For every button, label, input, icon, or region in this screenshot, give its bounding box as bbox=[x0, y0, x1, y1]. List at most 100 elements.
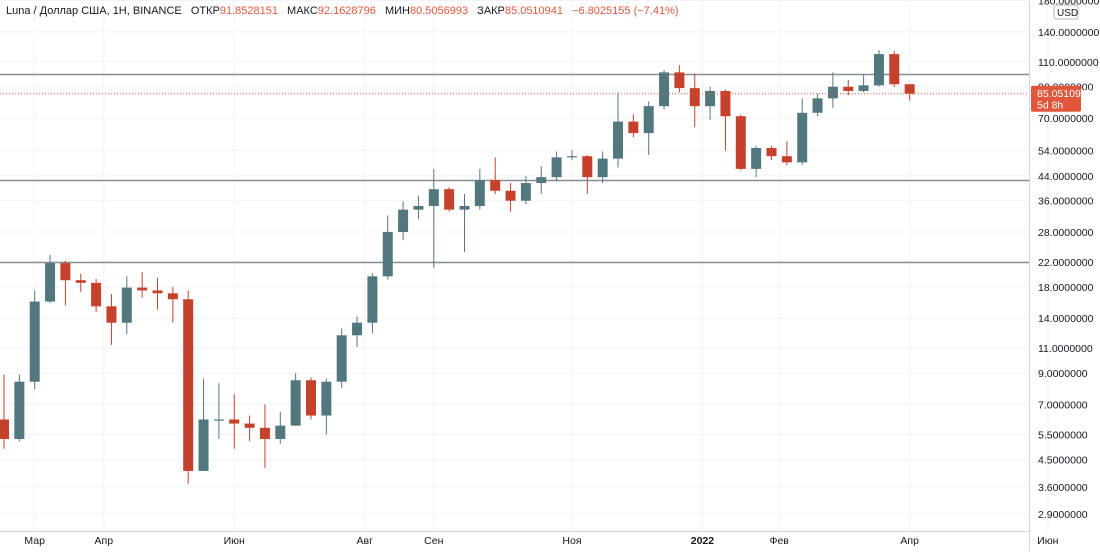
grid bbox=[0, 0, 1049, 531]
candle[interactable] bbox=[720, 89, 731, 151]
candle[interactable] bbox=[566, 150, 577, 160]
currency-button-group[interactable]: USD bbox=[1053, 4, 1079, 20]
candle[interactable] bbox=[413, 195, 424, 220]
candle-body bbox=[152, 290, 163, 294]
candle[interactable] bbox=[275, 411, 286, 444]
price-axis[interactable]: 180.0000000140.0000000110.000000090.0000… bbox=[1029, 0, 1100, 551]
last-price-badge bbox=[1031, 85, 1081, 112]
candle[interactable] bbox=[735, 114, 746, 171]
candle[interactable] bbox=[29, 290, 40, 390]
candle[interactable] bbox=[843, 80, 854, 96]
candle[interactable] bbox=[505, 183, 516, 212]
candle-body bbox=[613, 121, 623, 159]
candle-body bbox=[505, 190, 516, 201]
candle[interactable] bbox=[628, 114, 639, 138]
candle[interactable] bbox=[0, 374, 9, 449]
candle[interactable] bbox=[659, 69, 670, 110]
price-badge-group: 85.0510941 5d 8h bbox=[1031, 85, 1093, 112]
y-tick-label: 2.9000000 bbox=[1038, 509, 1088, 521]
candle[interactable] bbox=[306, 377, 316, 420]
currency-label[interactable]: USD bbox=[1057, 8, 1078, 19]
candle[interactable] bbox=[582, 154, 593, 194]
candle[interactable] bbox=[106, 294, 117, 345]
candle-body bbox=[0, 419, 9, 439]
candle-body bbox=[75, 280, 86, 283]
candle[interactable] bbox=[367, 273, 378, 334]
candle[interactable] bbox=[198, 378, 209, 471]
candle[interactable] bbox=[766, 145, 777, 160]
candle[interactable] bbox=[428, 168, 439, 268]
candle[interactable] bbox=[336, 328, 347, 388]
candle[interactable] bbox=[290, 373, 301, 426]
candles[interactable] bbox=[0, 49, 915, 484]
candle-body bbox=[60, 263, 71, 281]
candle-body bbox=[413, 206, 424, 210]
candle[interactable] bbox=[213, 383, 224, 439]
candle[interactable] bbox=[827, 72, 838, 108]
candle-body bbox=[873, 54, 884, 86]
candle[interactable] bbox=[75, 273, 86, 292]
candle[interactable] bbox=[321, 378, 332, 435]
high-label: МАКС bbox=[287, 5, 318, 17]
candle[interactable] bbox=[705, 86, 716, 120]
candle[interactable] bbox=[873, 49, 884, 87]
candle-body bbox=[444, 189, 455, 210]
candle[interactable] bbox=[183, 290, 194, 484]
candle[interactable] bbox=[812, 93, 823, 117]
candle[interactable] bbox=[781, 141, 792, 165]
candle[interactable] bbox=[858, 74, 869, 93]
candle[interactable] bbox=[352, 316, 363, 348]
candle[interactable] bbox=[137, 271, 148, 298]
chart-legend: Luna / Доллар США, 1Н, BINANCE ОТКР91.85… bbox=[6, 5, 685, 17]
candle-body bbox=[643, 106, 654, 134]
candle-body bbox=[244, 423, 255, 428]
candle[interactable] bbox=[91, 278, 102, 313]
candle-body bbox=[536, 177, 547, 184]
candle[interactable] bbox=[474, 168, 485, 210]
candle-body bbox=[797, 112, 808, 163]
candle[interactable] bbox=[751, 145, 762, 178]
candle[interactable] bbox=[444, 187, 455, 212]
candle-body bbox=[843, 86, 854, 91]
candle-body bbox=[382, 231, 393, 277]
candle[interactable] bbox=[643, 101, 654, 155]
time-axis[interactable]: Мар Апр Июн Авг Сен Ноя 2022 Фев Апр Июн bbox=[0, 531, 1059, 548]
candle-body bbox=[751, 147, 762, 169]
candle-body bbox=[904, 84, 915, 94]
candle[interactable] bbox=[121, 276, 132, 335]
open-value: 91.8528151 bbox=[219, 5, 278, 17]
candle[interactable] bbox=[382, 215, 393, 280]
candle[interactable] bbox=[259, 404, 270, 468]
candle[interactable] bbox=[674, 65, 685, 93]
candle[interactable] bbox=[551, 151, 562, 182]
candle[interactable] bbox=[60, 260, 71, 306]
close-value: 85.0510941 bbox=[504, 5, 564, 17]
candle[interactable] bbox=[536, 166, 547, 194]
candle[interactable] bbox=[689, 73, 700, 128]
candle[interactable] bbox=[45, 254, 56, 304]
x-tick-label: Июн bbox=[224, 535, 245, 547]
y-tick-label: 110.0000000 bbox=[1038, 57, 1099, 69]
candle[interactable] bbox=[244, 415, 255, 442]
candle-body bbox=[336, 335, 347, 382]
candle[interactable] bbox=[459, 193, 470, 253]
candle[interactable] bbox=[167, 286, 178, 323]
candle[interactable] bbox=[904, 83, 915, 101]
candle[interactable] bbox=[14, 374, 25, 442]
candle[interactable] bbox=[889, 50, 900, 87]
candle[interactable] bbox=[613, 92, 623, 168]
candle-body bbox=[674, 72, 685, 89]
candle[interactable] bbox=[490, 157, 501, 194]
x-tick-label: Ноя bbox=[562, 535, 581, 547]
candle[interactable] bbox=[520, 175, 531, 205]
change-value: −6.8025155 (−7.41%) bbox=[572, 5, 679, 17]
candle[interactable] bbox=[597, 151, 608, 184]
currency-button[interactable] bbox=[1053, 4, 1079, 20]
x-tick-label: Мар bbox=[24, 535, 45, 547]
candle[interactable] bbox=[797, 98, 808, 165]
candle[interactable] bbox=[152, 277, 163, 310]
candle[interactable] bbox=[398, 201, 409, 241]
candle[interactable] bbox=[229, 394, 240, 449]
